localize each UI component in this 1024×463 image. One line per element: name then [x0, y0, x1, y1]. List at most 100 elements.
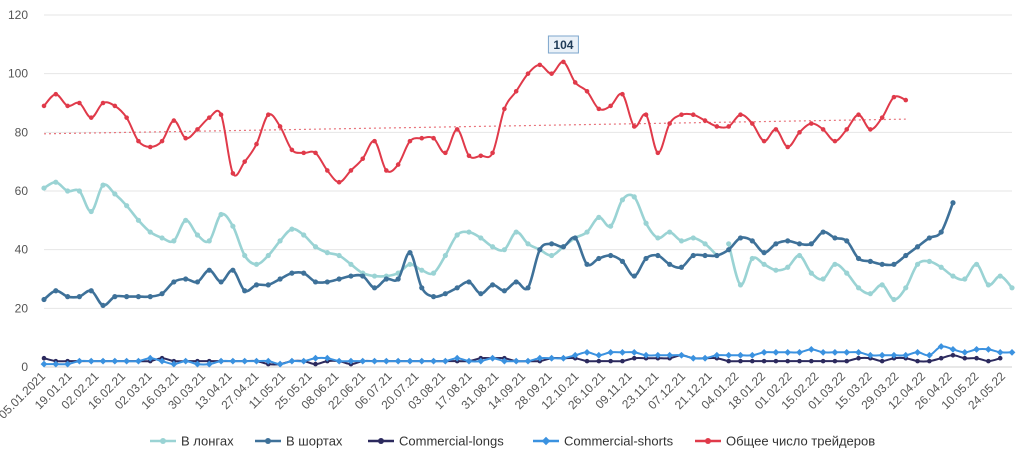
data-point[interactable] — [737, 351, 744, 359]
data-point[interactable] — [996, 348, 1004, 356]
data-point[interactable] — [241, 357, 249, 365]
data-point[interactable] — [147, 294, 153, 300]
data-point[interactable] — [584, 88, 590, 94]
data-point[interactable] — [65, 103, 70, 109]
data-point[interactable] — [608, 223, 614, 229]
data-point[interactable] — [785, 264, 791, 270]
data-point[interactable] — [561, 59, 566, 65]
data-point[interactable] — [726, 358, 731, 364]
data-point[interactable] — [584, 229, 590, 235]
data-point[interactable] — [159, 138, 165, 144]
data-point[interactable] — [454, 127, 460, 132]
data-point[interactable] — [572, 235, 578, 241]
data-point[interactable] — [313, 361, 318, 367]
data-point[interactable] — [41, 296, 47, 303]
data-point[interactable] — [454, 232, 460, 238]
data-point[interactable] — [100, 302, 106, 308]
data-point[interactable] — [631, 124, 637, 129]
data-point[interactable] — [41, 355, 47, 361]
data-point[interactable] — [630, 348, 638, 356]
data-point[interactable] — [596, 255, 602, 262]
data-point[interactable] — [855, 285, 862, 291]
data-point[interactable] — [749, 238, 755, 244]
data-point[interactable] — [643, 112, 649, 118]
data-point[interactable] — [489, 354, 496, 362]
data-point[interactable] — [301, 150, 307, 156]
data-point[interactable] — [619, 258, 626, 264]
data-point[interactable] — [443, 150, 448, 156]
data-point[interactable] — [205, 360, 213, 368]
data-point[interactable] — [678, 351, 685, 359]
data-point[interactable] — [844, 238, 850, 244]
data-point[interactable] — [667, 121, 672, 126]
data-point[interactable] — [489, 282, 496, 288]
data-point[interactable] — [914, 348, 921, 356]
data-point[interactable] — [135, 357, 142, 365]
data-point[interactable] — [76, 188, 83, 194]
data-point[interactable] — [312, 244, 319, 250]
data-point[interactable] — [524, 357, 532, 365]
data-point[interactable] — [666, 351, 674, 359]
data-point[interactable] — [619, 348, 626, 356]
data-point[interactable] — [785, 358, 791, 364]
data-point[interactable] — [277, 276, 283, 282]
data-point[interactable] — [985, 282, 991, 288]
data-point[interactable] — [171, 279, 177, 285]
legend-item[interactable]: Commercial-longs — [368, 434, 504, 449]
data-point[interactable] — [596, 106, 602, 112]
data-point[interactable] — [419, 135, 425, 141]
data-point[interactable] — [372, 138, 377, 144]
data-point[interactable] — [761, 358, 767, 364]
data-point[interactable] — [194, 232, 201, 238]
data-point[interactable] — [360, 273, 366, 279]
data-point[interactable] — [925, 351, 933, 359]
data-point[interactable] — [832, 235, 838, 241]
legend-item[interactable]: Общее число трейдеров — [695, 434, 875, 449]
data-point[interactable] — [607, 348, 615, 356]
data-point[interactable] — [395, 276, 401, 282]
data-point[interactable] — [53, 91, 59, 97]
data-point[interactable] — [288, 357, 296, 365]
data-point[interactable] — [809, 121, 814, 126]
data-point[interactable] — [914, 261, 921, 267]
data-point[interactable] — [690, 252, 696, 259]
data-point[interactable] — [619, 197, 626, 203]
data-point[interactable] — [679, 112, 684, 118]
data-point[interactable] — [490, 150, 495, 156]
data-point[interactable] — [206, 115, 212, 120]
data-point[interactable] — [809, 358, 814, 364]
data-point[interactable] — [230, 223, 236, 229]
data-point[interactable] — [300, 357, 308, 365]
data-point[interactable] — [135, 217, 142, 223]
data-point[interactable] — [608, 252, 614, 259]
data-point[interactable] — [820, 229, 826, 235]
data-point[interactable] — [217, 357, 225, 365]
data-point[interactable] — [701, 354, 709, 362]
data-point[interactable] — [229, 357, 237, 365]
data-point[interactable] — [477, 357, 485, 365]
data-point[interactable] — [336, 252, 342, 259]
data-point[interactable] — [726, 247, 732, 253]
data-point[interactable] — [1008, 348, 1016, 356]
data-point[interactable] — [949, 346, 957, 353]
data-point[interactable] — [325, 168, 330, 173]
data-point[interactable] — [324, 250, 330, 256]
data-point[interactable] — [571, 351, 579, 359]
data-point[interactable] — [171, 118, 177, 123]
data-point[interactable] — [441, 357, 449, 365]
data-point[interactable] — [431, 135, 436, 141]
data-point[interactable] — [513, 88, 519, 94]
data-point[interactable] — [796, 348, 803, 356]
data-point[interactable] — [112, 294, 118, 300]
data-point[interactable] — [478, 291, 484, 297]
data-point[interactable] — [926, 235, 932, 241]
legend-item[interactable]: В шортах — [255, 434, 343, 449]
data-point[interactable] — [878, 351, 886, 359]
data-point[interactable] — [442, 252, 448, 259]
data-point[interactable] — [986, 358, 991, 364]
data-point[interactable] — [430, 294, 437, 300]
data-point[interactable] — [100, 182, 106, 188]
data-point[interactable] — [65, 188, 71, 194]
data-point[interactable] — [100, 100, 106, 106]
data-point[interactable] — [206, 267, 212, 273]
